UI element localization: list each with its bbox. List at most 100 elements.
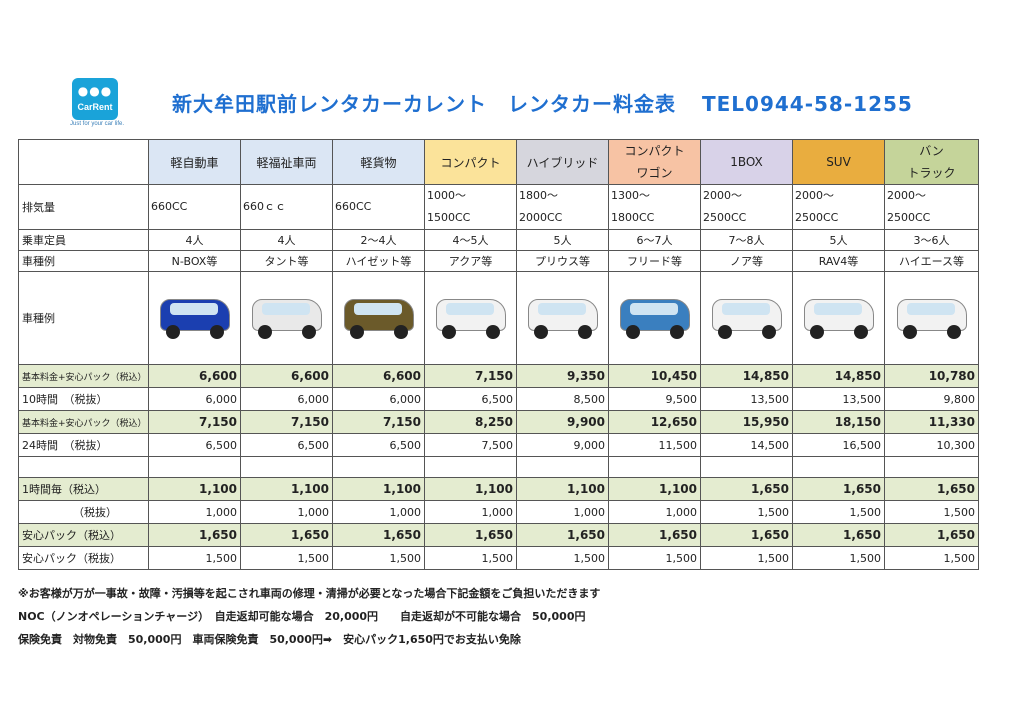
- example-cell: タント等: [240, 250, 333, 272]
- blank-cell: [424, 456, 517, 478]
- price-cell: 9,350: [516, 364, 609, 388]
- car-image: [616, 291, 694, 343]
- blank-cell: [18, 456, 149, 478]
- blank-cell: [792, 456, 885, 478]
- row-label: 基本料金+安心パック（税込）: [18, 364, 149, 388]
- header-cell-1: 軽福祉車両: [240, 139, 333, 185]
- displacement-line: 2500CC: [887, 211, 931, 224]
- blank-cell: [884, 456, 979, 478]
- car-photo-cell: [608, 271, 701, 365]
- car-image: [800, 291, 878, 343]
- displacement-cell: 2000～ 2500CC: [792, 184, 885, 230]
- car-photo-cell: [516, 271, 609, 365]
- blank-cell: [608, 456, 701, 478]
- price-cell: 1,650: [240, 523, 333, 547]
- blank-cell: [332, 456, 425, 478]
- price-cell: 7,150: [148, 410, 241, 434]
- header-cell-6: 1BOX: [700, 139, 793, 185]
- notes: ※お客様が万が一事故・故障・汚損等を起こされ車両の修理・清掃が必要となった場合下…: [18, 582, 600, 651]
- header-line: バン: [919, 144, 944, 158]
- capacity-cell: 2～4人: [332, 229, 425, 251]
- displacement-line: 660ｃｃ: [243, 200, 286, 213]
- header-line: トラック: [907, 166, 956, 180]
- capacity-cell: 5人: [792, 229, 885, 251]
- header-cell-3: コンパクト: [424, 139, 517, 185]
- price-cell: 1,100: [424, 477, 517, 501]
- price-cell: 16,500: [792, 433, 885, 457]
- displacement-line: 660CC: [335, 200, 372, 213]
- row-label: 安心パック（税抜）: [18, 546, 149, 570]
- displacement-line: 1800CC: [611, 211, 655, 224]
- price-cell: 6,600: [332, 364, 425, 388]
- car-photo-cell: [792, 271, 885, 365]
- header-cell-4: ハイブリッド: [516, 139, 609, 185]
- example-cell: ハイゼット等: [332, 250, 425, 272]
- displacement-line: 1800～: [519, 189, 558, 202]
- plan24-incl-row: 基本料金+安心パック（税込） 7,150 7,150 7,150 8,250 9,900 1…: [18, 410, 979, 434]
- price-cell: 1,650: [792, 477, 885, 501]
- displacement-cell: 660CC: [148, 184, 241, 230]
- displacement-cell: 1800～ 2000CC: [516, 184, 609, 230]
- price-cell: 7,150: [424, 364, 517, 388]
- price-cell: 6,500: [240, 433, 333, 457]
- row-label: 車種例: [18, 271, 149, 365]
- price-cell: 14,500: [700, 433, 793, 457]
- plan24-excl-row: 24時間 （税抜） 6,500 6,500 6,500 7,500 9,000 11,500…: [18, 433, 979, 457]
- price-cell: 1,650: [424, 523, 517, 547]
- car-image: [524, 291, 602, 343]
- price-cell: 14,850: [700, 364, 793, 388]
- price-cell: 1,100: [516, 477, 609, 501]
- price-cell: 6,600: [240, 364, 333, 388]
- plan10-incl-row: 基本料金+安心パック（税込） 6,600 6,600 6,600 7,150 9,350 1…: [18, 364, 979, 388]
- note-noc: NOC（ノンオペレーションチャージ） 自走返却可能な場合 20,000円 自走返…: [18, 610, 586, 623]
- displacement-line: 2000～: [703, 189, 742, 202]
- photo-row: 車種例: [18, 271, 979, 365]
- price-table: 軽自動車 軽福祉車両 軽貨物 コンパクト ハイブリッド コンパクト ワゴン 1BOX SUV バン…: [18, 139, 979, 570]
- car-image: [156, 291, 234, 343]
- capacity-cell: 7～8人: [700, 229, 793, 251]
- example-row: 車種例 N-BOX等 タント等 ハイゼット等 アクア等 プリウス等 フリード等 ノア等 RAV4…: [18, 250, 979, 272]
- displacement-row: 排気量 660CC 660ｃｃ 660CC 1000～ 1500CC 1800～ 2000CC…: [18, 184, 979, 230]
- price-cell: 1,650: [700, 477, 793, 501]
- price-cell: 1,650: [608, 523, 701, 547]
- price-cell: 1,500: [148, 546, 241, 570]
- displacement-cell: 660CC: [332, 184, 425, 230]
- displacement-line: 2000CC: [519, 211, 563, 224]
- displacement-line: 1500CC: [427, 211, 471, 224]
- price-cell: 1,500: [792, 500, 885, 524]
- car-image: [893, 291, 971, 343]
- price-cell: 13,500: [700, 387, 793, 411]
- price-cell: 1,500: [700, 546, 793, 570]
- price-cell: 6,000: [332, 387, 425, 411]
- price-cell: 6,600: [148, 364, 241, 388]
- price-cell: 9,800: [884, 387, 979, 411]
- header-cell-0: 軽自動車: [148, 139, 241, 185]
- header-line: コンパクト: [624, 144, 685, 158]
- price-cell: 1,500: [608, 546, 701, 570]
- price-cell: 9,500: [608, 387, 701, 411]
- car-photo-cell: [700, 271, 793, 365]
- price-cell: 1,500: [884, 546, 979, 570]
- car-photo-cell: [884, 271, 979, 365]
- page-title: 新大牟田駅前レンタカーカレント レンタカー料金表 TEL0944-58-1255: [172, 88, 913, 117]
- price-cell: 1,650: [884, 477, 979, 501]
- row-label: 基本料金+安心パック（税込）: [18, 410, 149, 434]
- capacity-cell: 4人: [240, 229, 333, 251]
- row-label: 1時間毎（税込）: [18, 477, 149, 501]
- blank-cell: [700, 456, 793, 478]
- price-cell: 6,500: [424, 387, 517, 411]
- header-cell-2: 軽貨物: [332, 139, 425, 185]
- car-image: [432, 291, 510, 343]
- header-line: ワゴン: [636, 166, 673, 180]
- car-image: [248, 291, 326, 343]
- price-cell: 7,150: [240, 410, 333, 434]
- displacement-line: 2000～: [887, 189, 926, 202]
- anshin-incl-row: 安心パック（税込） 1,650 1,650 1,650 1,650 1,650 1,650 1…: [18, 523, 979, 547]
- price-cell: 6,500: [332, 433, 425, 457]
- header-blank: [18, 139, 149, 185]
- displacement-cell: 2000～ 2500CC: [884, 184, 979, 230]
- price-cell: 10,780: [884, 364, 979, 388]
- car-photo-cell: [332, 271, 425, 365]
- price-cell: 1,650: [516, 523, 609, 547]
- price-cell: 1,100: [148, 477, 241, 501]
